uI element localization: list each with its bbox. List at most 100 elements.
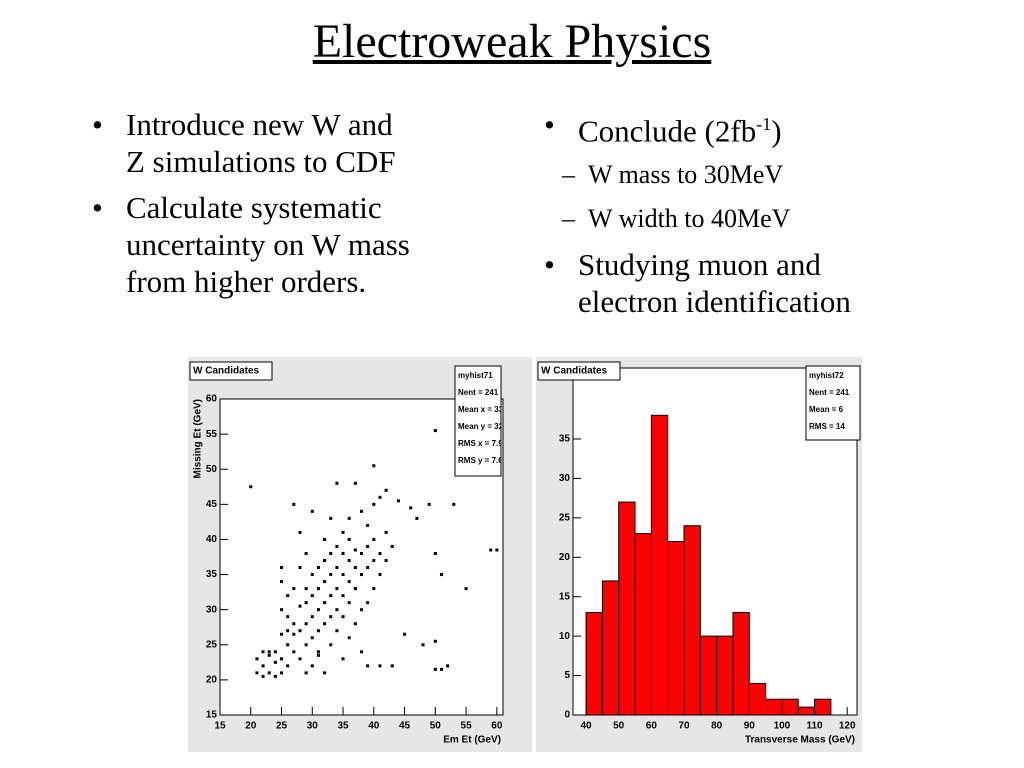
point (384, 559, 388, 563)
point (304, 643, 308, 647)
stats-text: Nent = 241 (809, 388, 850, 397)
x-axis-label: Em Et (GeV) (443, 735, 501, 746)
x-tick-label: 15 (214, 721, 226, 732)
point (360, 608, 363, 612)
bullet-line: from higher orders. (126, 264, 367, 299)
point (273, 660, 277, 664)
bullet-line: Studying muon and (578, 247, 821, 283)
point (366, 566, 370, 570)
point (298, 530, 302, 534)
bar (634, 533, 652, 716)
bullet-line: Z simulations to CDF (126, 144, 396, 179)
point (292, 587, 296, 591)
bar (748, 682, 767, 716)
stats-text: Mean = 6 (809, 405, 844, 414)
point (329, 594, 333, 598)
point (372, 464, 376, 468)
point (310, 509, 314, 513)
point (329, 551, 333, 555)
point (341, 551, 345, 555)
point (347, 516, 351, 520)
y-tick-label: 50 (206, 464, 218, 475)
point (255, 671, 259, 675)
point (353, 587, 357, 591)
point (366, 523, 370, 527)
point (329, 516, 333, 520)
x-tick-label: 40 (580, 721, 592, 732)
y-tick-label: 45 (206, 499, 218, 510)
point (316, 566, 320, 570)
point (347, 559, 351, 563)
point (286, 615, 290, 619)
point (360, 551, 363, 555)
point (421, 643, 425, 647)
point (310, 615, 314, 619)
point (403, 632, 407, 636)
point (310, 594, 314, 598)
y-tick-label: 20 (206, 675, 218, 686)
point (353, 566, 357, 570)
point (280, 632, 284, 636)
bar (699, 635, 718, 716)
point (366, 601, 370, 605)
y-tick-label: 40 (206, 534, 218, 545)
point (439, 667, 443, 671)
point (298, 657, 302, 661)
hist-title: W Candidates (541, 366, 608, 377)
stats-text: Mean x = 33.1 (458, 405, 510, 414)
bar (650, 414, 669, 716)
point (353, 548, 357, 552)
point (347, 537, 351, 541)
point (273, 674, 277, 678)
stats-text: Mean y = 32.3 (458, 422, 510, 431)
point (292, 502, 296, 506)
bullet: Conclude (2fb-1) (540, 106, 851, 149)
point (372, 587, 376, 591)
y-tick-label: 25 (559, 512, 571, 523)
point (378, 551, 382, 555)
point (329, 643, 333, 647)
x-tick-label: 20 (245, 721, 257, 732)
point (378, 664, 382, 668)
point (261, 664, 265, 668)
bullet-text: ) (771, 113, 782, 149)
sub-bullet: W mass to 30MeV (540, 158, 851, 192)
point (310, 636, 314, 640)
point (446, 664, 450, 668)
point (298, 629, 302, 633)
bar (765, 698, 783, 716)
bar (683, 525, 701, 716)
point (360, 573, 363, 577)
point (280, 657, 284, 661)
bar (814, 698, 832, 716)
point (280, 566, 284, 570)
point (261, 674, 265, 678)
sub-bullet: W width to 40MeV (540, 202, 851, 236)
point (286, 629, 290, 633)
point (347, 580, 351, 584)
point (452, 502, 456, 506)
hist-title-box (189, 361, 273, 381)
x-tick-label: 80 (711, 721, 723, 732)
y-tick-label: 30 (559, 473, 571, 484)
point (464, 587, 468, 591)
point (316, 587, 320, 591)
point (292, 650, 296, 654)
point (378, 495, 382, 499)
point (372, 502, 376, 506)
bar (601, 580, 620, 716)
slide-title: Electroweak Physics (312, 15, 712, 68)
point (353, 481, 357, 485)
bar (716, 635, 734, 716)
y-tick-label: 55 (206, 429, 218, 440)
stats-text: Nent = 241 (458, 388, 499, 397)
point (415, 516, 419, 520)
x-tick-label: 60 (491, 721, 503, 732)
point (292, 622, 296, 626)
stats-text: myhist71 (458, 371, 493, 380)
stats-text: RMS = 14 (809, 422, 845, 431)
stats-text: RMS y = 7.65 (458, 456, 508, 465)
